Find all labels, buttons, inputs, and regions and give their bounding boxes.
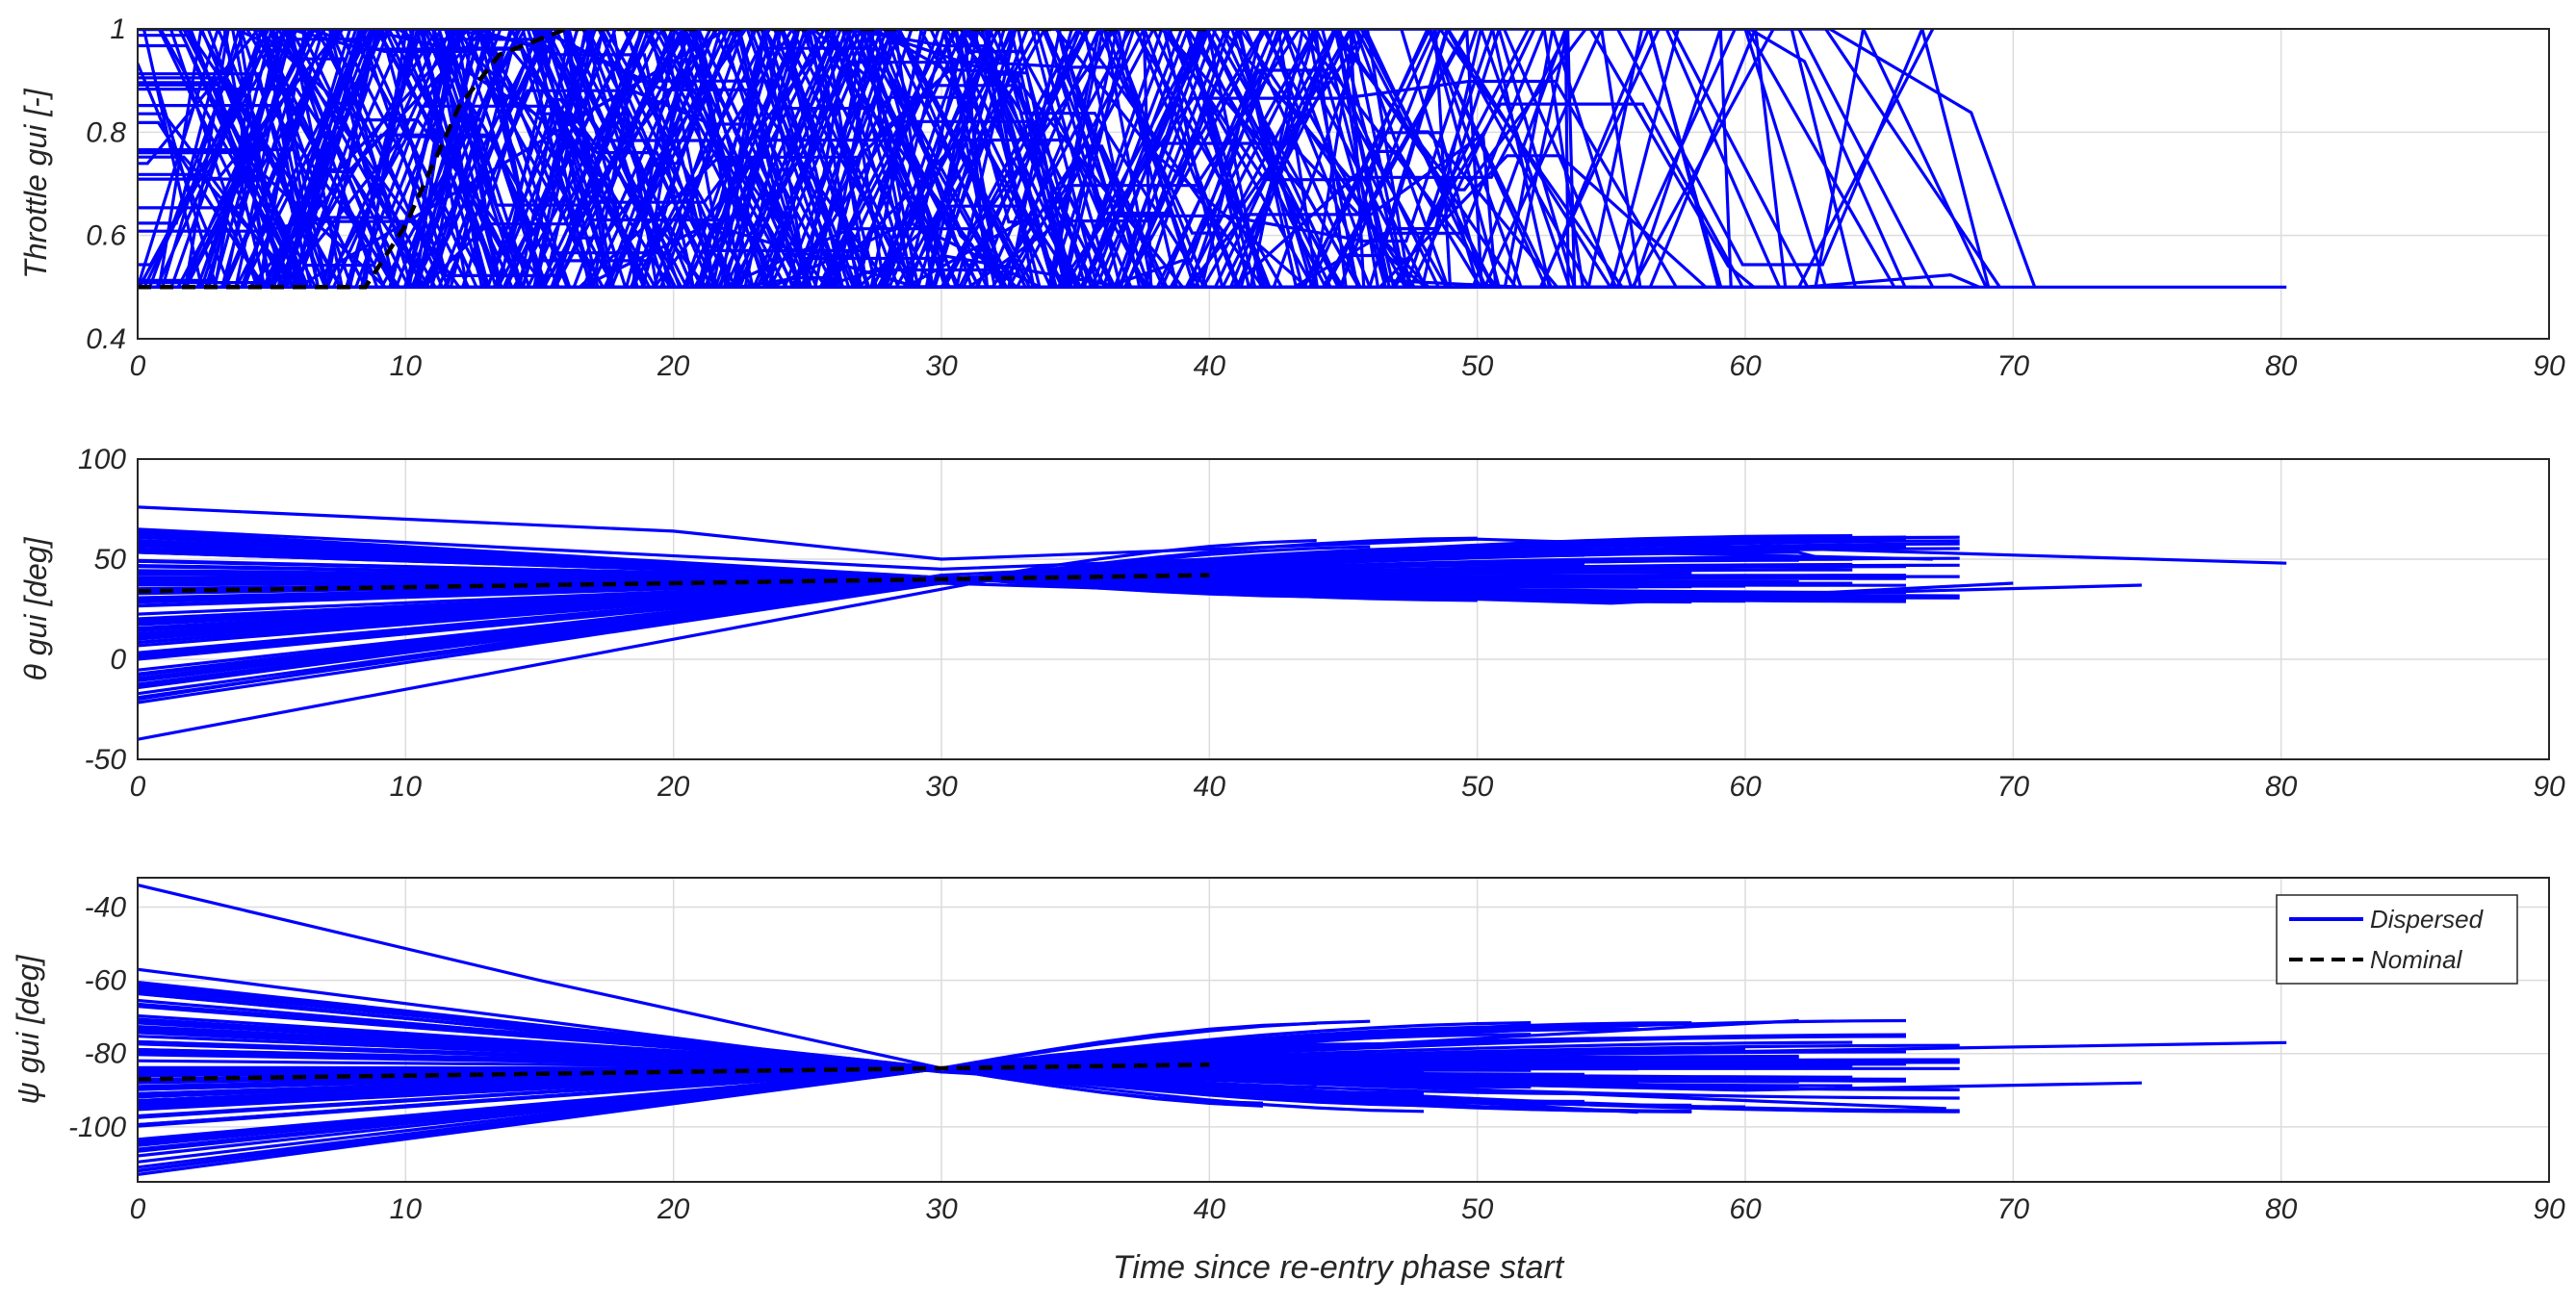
x-tick-label: 10 xyxy=(390,1193,423,1225)
x-tick-label: 50 xyxy=(1461,771,1494,803)
x-tick-label: 90 xyxy=(2533,1193,2565,1225)
dispersed-line xyxy=(138,577,2142,741)
y-tick-label: 50 xyxy=(94,544,127,576)
x-tick-label: 30 xyxy=(925,771,958,803)
dispersed-line xyxy=(138,29,1498,289)
y-tick-label: 100 xyxy=(78,444,126,475)
y-tick-label: -50 xyxy=(85,744,127,776)
dispersed-line xyxy=(1797,29,1935,289)
dispersed-line xyxy=(138,29,1577,289)
legend-box xyxy=(2276,894,2518,985)
legend-nominal-label: Nominal xyxy=(2370,945,2463,974)
dispersed-line xyxy=(138,1017,1478,1070)
dispersed-line xyxy=(1743,29,1828,288)
plot-area xyxy=(138,505,2287,741)
dispersed-line xyxy=(138,989,1638,1114)
dispersed-line xyxy=(138,581,2014,661)
x-tick-label: 80 xyxy=(2265,771,2298,803)
x-tick-label: 60 xyxy=(1729,350,1762,382)
dispersed-line xyxy=(138,29,1932,289)
x-tick-label: 90 xyxy=(2533,771,2565,803)
x-tick-label: 70 xyxy=(1997,771,2030,803)
y-tick-label: 0.8 xyxy=(86,116,126,148)
nominal-line xyxy=(138,29,1210,290)
x-tick-label: 10 xyxy=(390,771,423,803)
dispersed-line xyxy=(138,505,2287,565)
y-tick-label: 1 xyxy=(110,13,126,45)
x-tick-label: 90 xyxy=(2533,350,2565,382)
x-tick-label: 30 xyxy=(925,350,958,382)
x-tick-label: 50 xyxy=(1461,1193,1494,1225)
x-tick-label: 0 xyxy=(130,771,146,803)
x-tick-label: 40 xyxy=(1194,350,1226,382)
dispersed-line xyxy=(138,537,1826,702)
y-tick-label: 0 xyxy=(110,644,126,676)
y-axis-label: θ gui [deg] xyxy=(18,536,53,680)
x-tick-label: 20 xyxy=(657,350,690,382)
x-tick-label: 70 xyxy=(1997,1193,2030,1225)
axes-frame xyxy=(137,28,2550,340)
dispersed-line xyxy=(138,29,1499,289)
x-tick-label: 20 xyxy=(657,771,690,803)
nominal-line xyxy=(138,1062,1210,1082)
y-axis-label: ψ gui [deg] xyxy=(11,954,45,1104)
x-tick-label: 40 xyxy=(1194,1193,1226,1225)
y-tick-label: -80 xyxy=(85,1038,127,1070)
dispersed-line xyxy=(138,29,917,289)
x-tick-label: 0 xyxy=(130,350,146,382)
x-tick-label: 40 xyxy=(1194,771,1226,803)
x-tick-label: 80 xyxy=(2265,1193,2298,1225)
y-tick-label: -40 xyxy=(85,891,127,923)
x-tick-label: 20 xyxy=(657,1193,690,1225)
dispersed-line xyxy=(752,29,2001,289)
x-tick-label: 30 xyxy=(925,1193,958,1225)
x-tick-label: 10 xyxy=(390,350,423,382)
x-tick-label: 80 xyxy=(2265,350,2298,382)
dispersed-line xyxy=(138,1047,1532,1072)
legend-dispersed-label: Dispersed xyxy=(2370,905,2485,934)
axes-frame xyxy=(137,458,2550,760)
y-tick-label: -60 xyxy=(85,965,127,997)
y-tick-label: 0.4 xyxy=(86,323,126,355)
x-tick-label: 60 xyxy=(1729,771,1762,803)
axes-frame xyxy=(137,877,2550,1183)
legend: Dispersed Nominal xyxy=(2276,894,2518,985)
y-tick-label: 0.6 xyxy=(86,220,126,252)
plot-area xyxy=(138,883,2287,1176)
y-axis-label: Throttle gui [-] xyxy=(18,88,53,279)
x-tick-label: 70 xyxy=(1997,350,2030,382)
throttle-panel: 0 10 20 30 40 50 60 70 80 90 0.4 0.6 0.8 1 Throttle gu… xyxy=(18,13,2565,382)
y-tick-label: -100 xyxy=(68,1112,126,1143)
dispersed-line xyxy=(138,527,1933,572)
dispersed-line xyxy=(138,967,2142,1092)
dispersed-line xyxy=(138,29,1991,289)
x-tick-label: 50 xyxy=(1461,350,1494,382)
dispersed-line xyxy=(138,29,1799,289)
yaw-panel: 0 10 20 30 40 50 60 70 80 90 -100 -80 -60 -40 ψ gui [d… xyxy=(11,877,2565,1225)
x-tick-label: 0 xyxy=(130,1193,146,1225)
x-axis-label: Time since re-entry phase start xyxy=(1113,1249,1565,1286)
dispersed-line xyxy=(138,29,1692,289)
plot-area xyxy=(138,29,2287,290)
nominal-line xyxy=(138,573,1210,594)
x-tick-label: 60 xyxy=(1729,1193,1762,1225)
